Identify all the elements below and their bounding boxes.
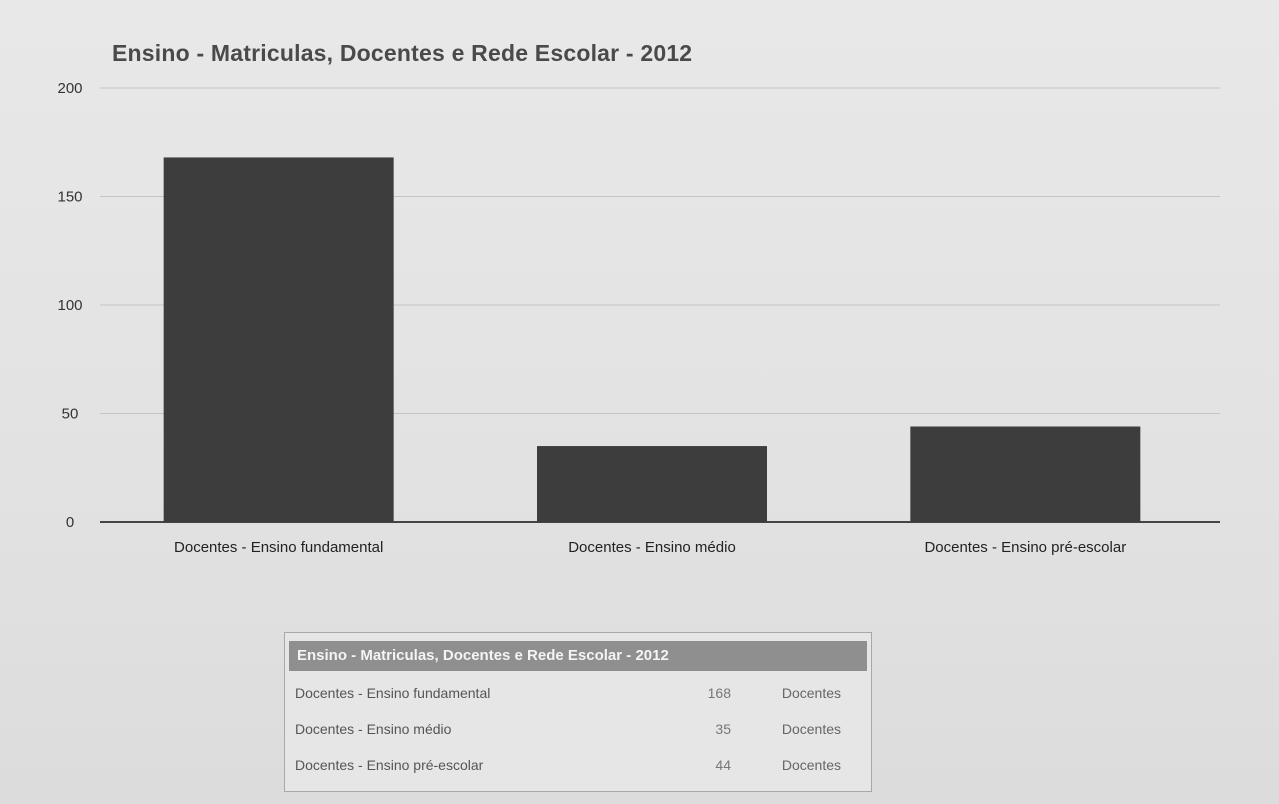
table-header: Ensino - Matriculas, Docentes e Rede Esc… — [289, 641, 867, 671]
data-table: Ensino - Matriculas, Docentes e Rede Esc… — [284, 632, 872, 792]
table-row: Docentes - Ensino pré-escolar 44 Docente… — [285, 747, 871, 783]
x-category-label: Docentes - Ensino médio — [568, 539, 736, 556]
table-row-name: Docentes - Ensino fundamental — [295, 685, 491, 701]
table-row-unit: Docentes — [781, 757, 841, 773]
y-tick-label: 50 — [62, 406, 79, 423]
table-row-name: Docentes - Ensino pré-escolar — [295, 757, 484, 773]
bar-chart: 0 50 100 150 200 Docentes - Ensino fundament… — [57, 80, 1220, 556]
table-row-unit: Docentes — [781, 685, 841, 701]
table-row-name: Docentes - Ensino médio — [295, 721, 452, 737]
table-row-value: 35 — [715, 721, 731, 737]
bar — [910, 426, 1141, 522]
y-tick-label: 0 — [66, 514, 74, 531]
table-row: Docentes - Ensino fundamental 168 Docent… — [285, 675, 871, 711]
y-tick-label: 150 — [57, 189, 82, 206]
table-row-value: 44 — [715, 757, 731, 773]
chart-title: Ensino - Matriculas, Docentes e Rede Esc… — [112, 40, 693, 66]
x-category-label: Docentes - Ensino fundamental — [174, 539, 383, 556]
bar — [163, 157, 394, 522]
y-tick-label: 100 — [57, 297, 82, 314]
bar — [537, 446, 767, 522]
table-row-unit: Docentes — [781, 721, 841, 737]
x-category-label: Docentes - Ensino pré-escolar — [924, 539, 1126, 556]
table-row-value: 168 — [707, 685, 731, 701]
table-row: Docentes - Ensino médio 35 Docentes — [285, 711, 871, 747]
y-tick-label: 200 — [57, 80, 82, 97]
